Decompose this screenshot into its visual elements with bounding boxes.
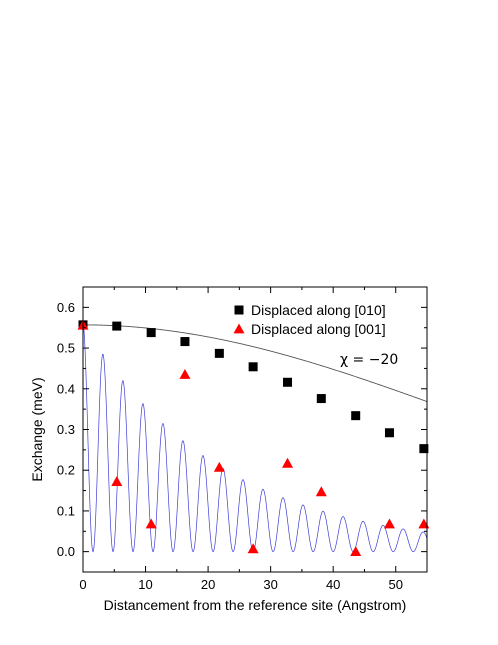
y-tick-label: 0.0 [57, 544, 75, 559]
x-tick-label: 20 [201, 577, 215, 592]
triangle-point [418, 518, 430, 529]
triangle-point [282, 457, 294, 468]
y-tick-label: 0.5 [57, 341, 75, 356]
triangle-point [179, 369, 191, 379]
square-point [180, 337, 190, 347]
legend-marker-triangle [233, 323, 245, 334]
y-tick-label: 0.3 [57, 422, 75, 437]
triangle-point [383, 518, 395, 529]
y-tick-label: 0.6 [57, 300, 75, 315]
x-tick-label: 10 [138, 577, 152, 592]
square-point [112, 321, 122, 331]
x-tick-label: 30 [263, 577, 277, 592]
legend-entry: Displaced along [001] [251, 321, 386, 337]
square-point [384, 428, 394, 438]
triangle-point [315, 486, 327, 497]
triangle-point [350, 546, 362, 557]
y-tick-label: 0.2 [57, 463, 75, 478]
oscillating-curve [83, 323, 427, 553]
square-point [316, 394, 326, 404]
x-axis-label: Distancement from the reference site (An… [104, 597, 407, 613]
square-point [248, 362, 258, 372]
square-point [419, 444, 429, 454]
triangle-point [145, 518, 157, 529]
y-tick-label: 0.4 [57, 381, 75, 396]
x-tick-label: 50 [388, 577, 402, 592]
series-0-points [78, 320, 429, 454]
triangle-point [111, 476, 123, 487]
square-point [351, 411, 361, 421]
axes: 0 10 20 30 40 50 0.0 0.1 0.2 0.3 0.4 0.5 0.6 Distance… [29, 286, 428, 613]
legend-marker-square [234, 305, 244, 315]
triangle-point [213, 461, 225, 472]
square-point [214, 348, 224, 358]
x-tick-label: 40 [326, 577, 340, 592]
y-axis-label: Exchange (meV) [29, 377, 45, 481]
triangle-point [247, 543, 259, 554]
square-point [283, 377, 293, 387]
square-point [146, 328, 156, 338]
legend: Displaced along [010] Displaced along [00… [233, 302, 386, 337]
fit-curve [83, 324, 427, 402]
y-tick-label: 0.1 [57, 503, 75, 518]
legend-entry: Displaced along [010] [251, 302, 386, 318]
chi-annotation: χ = −20 [340, 352, 398, 368]
x-tick-label: 0 [79, 577, 86, 592]
